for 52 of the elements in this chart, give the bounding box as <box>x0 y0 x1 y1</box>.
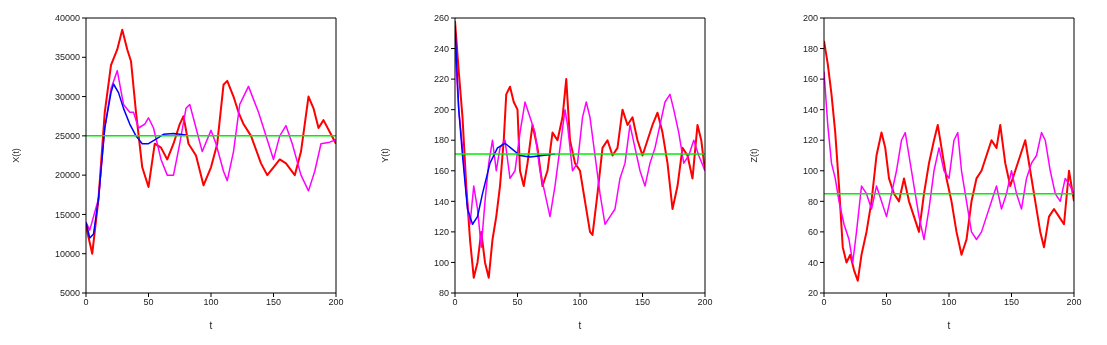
x-tick-label: 50 <box>143 297 154 308</box>
x-tick-label: 50 <box>881 297 892 308</box>
x-tick-label: 0 <box>821 297 827 308</box>
x-axis-title: t <box>947 320 951 331</box>
x-tick-label: 200 <box>697 297 713 308</box>
y-axis-title: Y(t) <box>380 148 391 163</box>
x-tick-label: 100 <box>203 297 219 308</box>
y-tick-label: 35000 <box>54 52 80 63</box>
y-tick-label: 25000 <box>54 131 80 142</box>
x-tick-label: 150 <box>634 297 651 308</box>
y-tick-label: 220 <box>433 74 449 85</box>
y-tick-label: 160 <box>433 165 449 176</box>
y-tick-label: 5000 <box>59 288 80 299</box>
x-tick-label: 150 <box>1003 297 1020 308</box>
y-tick-label: 15000 <box>54 209 80 220</box>
y-tick-label: 10000 <box>54 248 80 259</box>
x-axis-title: t <box>578 320 582 331</box>
y-tick-label: 40000 <box>54 13 80 24</box>
x-tick-label: 100 <box>941 297 957 308</box>
y-tick-label: 160 <box>802 74 818 85</box>
x-tick-label: 150 <box>265 297 282 308</box>
line-series <box>86 83 187 239</box>
y-tick-label: 200 <box>433 104 449 115</box>
x-tick-label: 0 <box>83 297 89 308</box>
y-axis-title: Z(t) <box>749 148 760 163</box>
y-tick-label: 100 <box>433 257 449 268</box>
y-tick-label: 60 <box>807 227 818 238</box>
y-tick-label: 100 <box>802 165 818 176</box>
y-tick-label: 260 <box>433 13 449 24</box>
x-axis-title: t <box>209 320 213 331</box>
y-tick-label: 240 <box>433 43 449 54</box>
x-tick-label: 50 <box>512 297 523 308</box>
x-tick-label: 200 <box>328 297 344 308</box>
y-tick-label: 140 <box>433 196 449 207</box>
line-series <box>86 28 336 255</box>
y-tick-label: 20 <box>807 288 818 299</box>
y-tick-label: 20000 <box>54 170 80 181</box>
x-tick-label: 200 <box>1066 297 1082 308</box>
y-tick-label: 80 <box>807 196 818 207</box>
y-tick-label: 200 <box>802 13 818 24</box>
y-axis-title: X(t) <box>11 148 22 163</box>
y-tick-label: 40 <box>807 257 818 268</box>
y-tick-label: 140 <box>802 104 818 115</box>
y-tick-label: 30000 <box>54 91 80 102</box>
y-tick-label: 120 <box>802 135 818 146</box>
y-tick-label: 120 <box>433 227 449 238</box>
y-tick-label: 180 <box>433 135 449 146</box>
line-series <box>86 69 336 231</box>
y-tick-label: 180 <box>802 43 818 54</box>
y-tick-label: 80 <box>438 288 449 299</box>
x-tick-label: 0 <box>452 297 458 308</box>
x-tick-label: 100 <box>572 297 588 308</box>
